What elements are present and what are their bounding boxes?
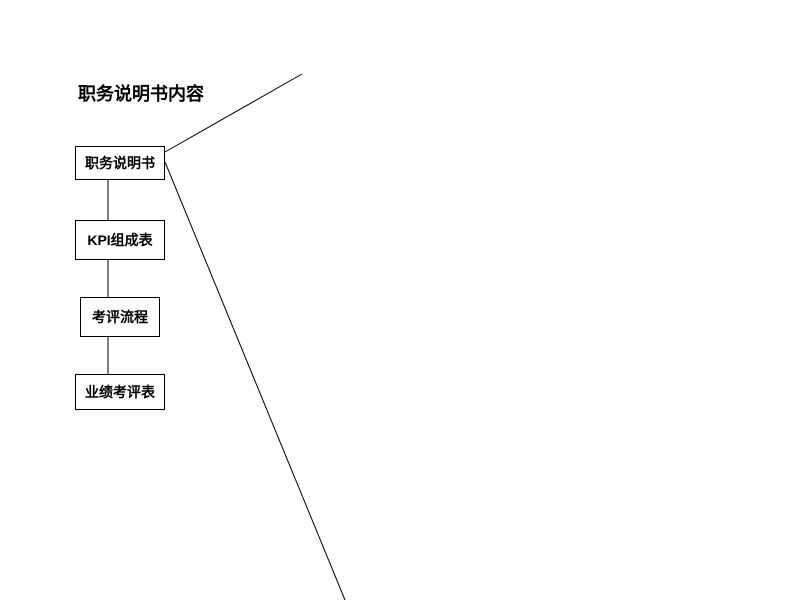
- diagram-title: 职务说明书内容: [78, 80, 204, 106]
- edge-diagonal-down: [165, 162, 345, 600]
- node-label: 考评流程: [92, 307, 148, 327]
- node-label: KPI组成表: [87, 230, 152, 250]
- node-job-description: 职务说明书: [75, 146, 165, 180]
- node-kpi-table: KPI组成表: [75, 220, 165, 260]
- node-performance-table: 业绩考评表: [75, 374, 165, 410]
- diagram-canvas: 职务说明书内容 职务说明书 KPI组成表 考评流程 业绩考评表: [0, 0, 800, 600]
- node-label: 业绩考评表: [85, 382, 155, 402]
- node-evaluation-process: 考评流程: [80, 297, 160, 337]
- node-label: 职务说明书: [85, 153, 155, 173]
